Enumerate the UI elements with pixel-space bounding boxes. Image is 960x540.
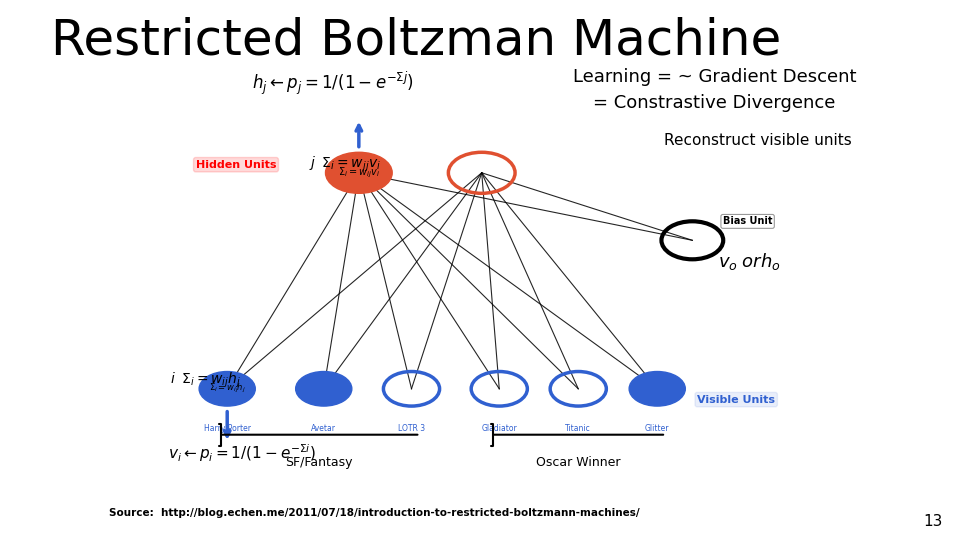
Text: Learning = ~ Gradient Descent: Learning = ~ Gradient Descent <box>572 68 856 86</box>
Text: Gladiator: Gladiator <box>481 424 517 433</box>
Text: = Constrastive Divergence: = Constrastive Divergence <box>593 93 835 112</box>
Text: LOTR 3: LOTR 3 <box>398 424 425 433</box>
Text: $v_o \; orh_o$: $v_o \; orh_o$ <box>718 252 780 272</box>
Circle shape <box>296 372 351 406</box>
Text: Oscar Winner: Oscar Winner <box>536 456 620 469</box>
Text: SF/Fantasy: SF/Fantasy <box>286 456 353 469</box>
Text: $\Sigma_i=w_{ij}v_i$: $\Sigma_i=w_{ij}v_i$ <box>338 166 380 180</box>
Text: Glitter: Glitter <box>645 424 669 433</box>
Text: Bias Unit: Bias Unit <box>723 217 773 226</box>
Text: Restricted Boltzman Machine: Restricted Boltzman Machine <box>51 16 781 64</box>
Text: $h_j \leftarrow p_j=1/(1-e^{-\Sigma j})$: $h_j \leftarrow p_j=1/(1-e^{-\Sigma j})$ <box>252 70 414 97</box>
Text: Hidden Units: Hidden Units <box>196 160 276 170</box>
Text: $j \;\; \Sigma_i=w_{ij}v_i$: $j \;\; \Sigma_i=w_{ij}v_i$ <box>309 155 381 174</box>
Text: Titanic: Titanic <box>565 424 591 433</box>
Text: Harry Porter: Harry Porter <box>204 424 251 433</box>
Text: Avetar: Avetar <box>311 424 336 433</box>
Text: $v_i \leftarrow p_i=1/(1-e^{-\Sigma i})$: $v_i \leftarrow p_i=1/(1-e^{-\Sigma i})$ <box>168 443 317 464</box>
Text: Reconstruct visible units: Reconstruct visible units <box>664 133 852 148</box>
Text: Source:  http://blog.echen.me/2011/07/18/introduction-to-restricted-boltzmann-ma: Source: http://blog.echen.me/2011/07/18/… <box>108 508 639 518</box>
Circle shape <box>325 152 393 193</box>
Circle shape <box>629 372 685 406</box>
Circle shape <box>199 372 255 406</box>
Text: $i \;\; \Sigma_i=w_{ij}h_j$: $i \;\; \Sigma_i=w_{ij}h_j$ <box>170 371 241 390</box>
Text: $\Sigma_i=w_{ij}h_j$: $\Sigma_i=w_{ij}h_j$ <box>208 382 246 395</box>
Text: Visible Units: Visible Units <box>697 395 776 404</box>
Text: 13: 13 <box>924 514 943 529</box>
